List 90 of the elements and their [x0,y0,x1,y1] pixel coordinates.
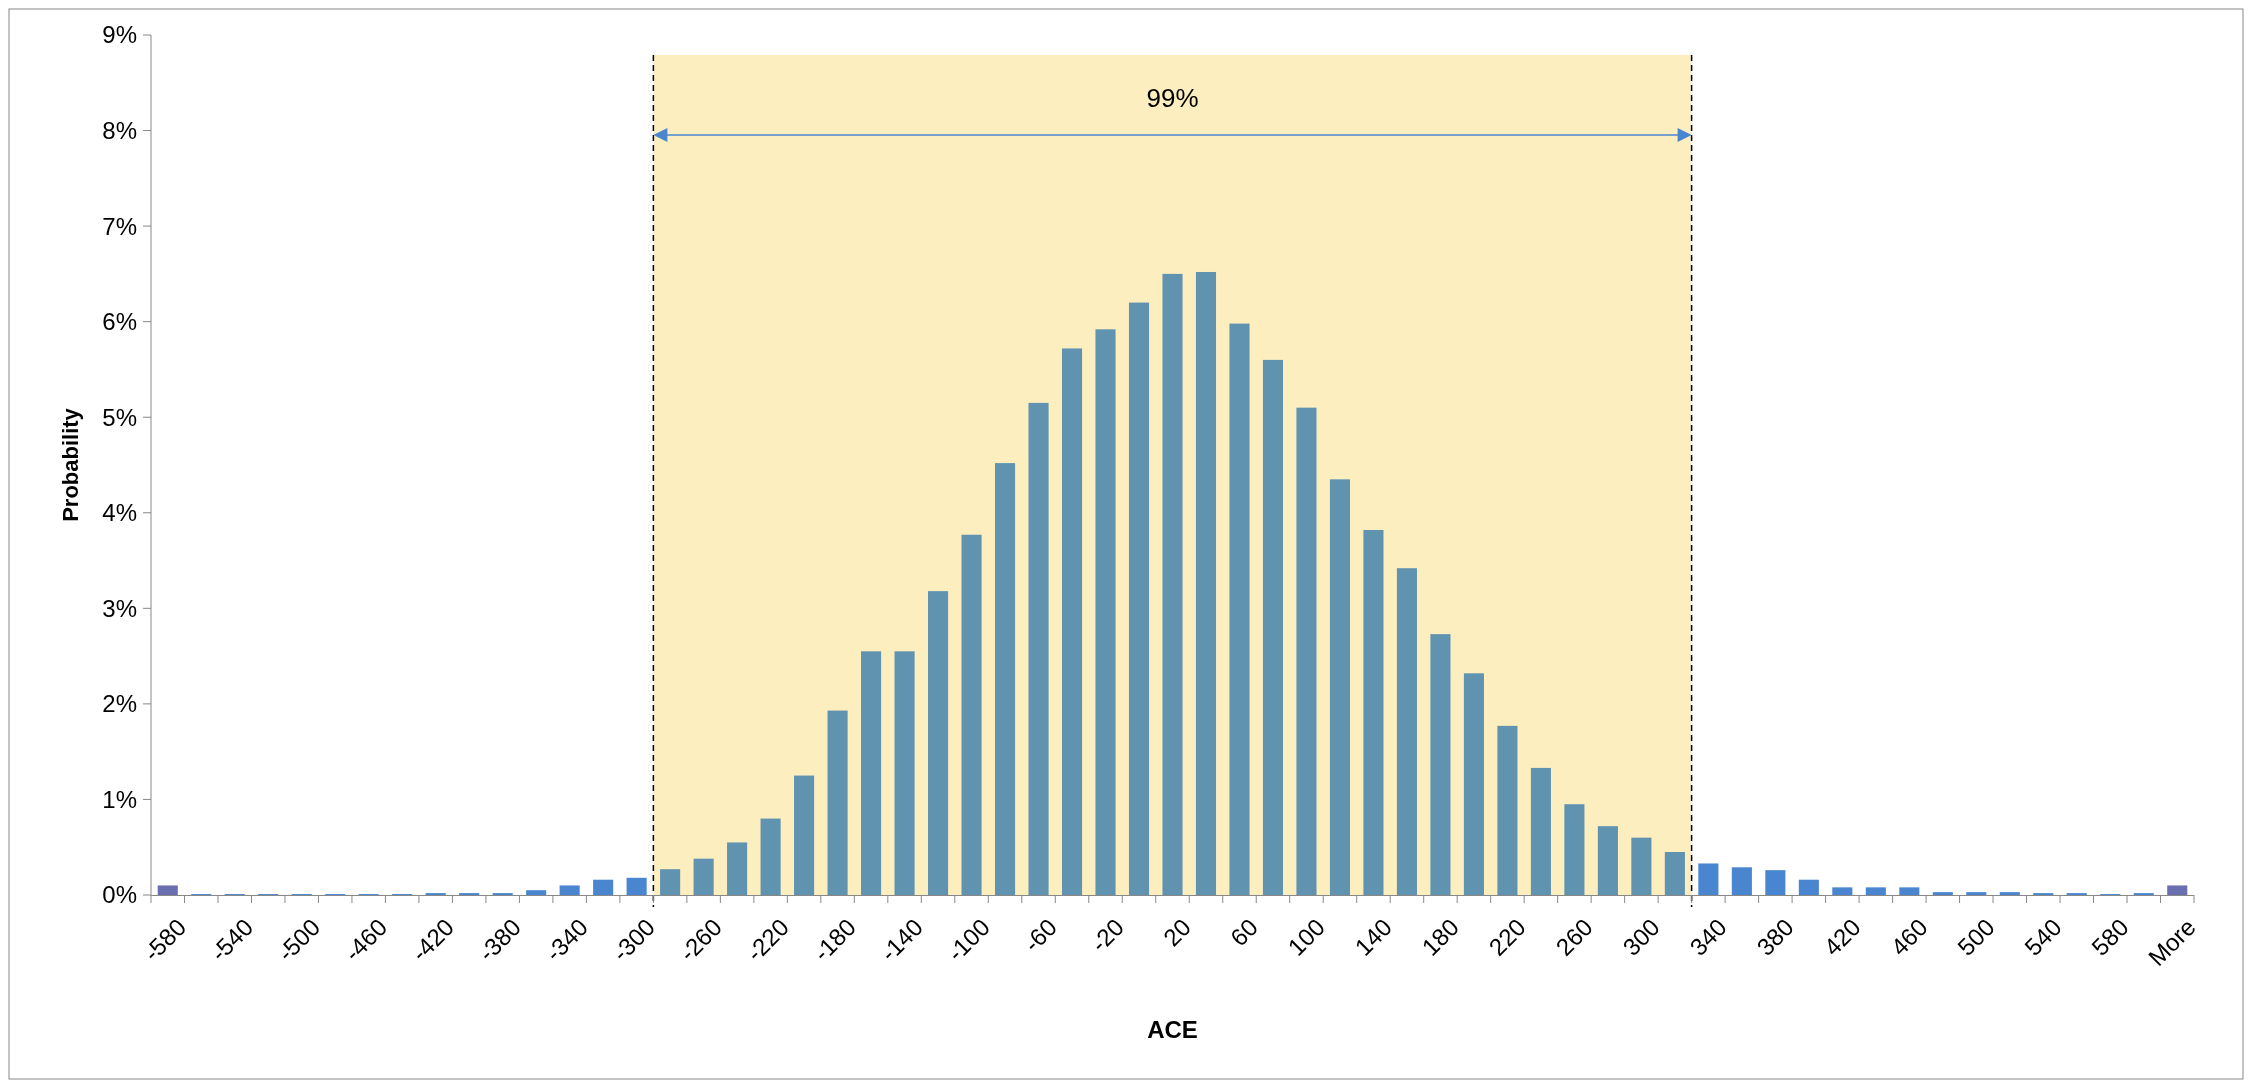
x-tick-label: -220 [740,913,795,967]
x-tick-label: -140 [874,913,928,967]
bar [928,591,949,895]
x-tick-label: -20 [1085,913,1129,957]
bar [526,890,547,895]
bar [593,879,614,895]
bar [559,885,580,895]
y-tick-label: 3% [102,594,137,622]
bar [1095,329,1116,895]
bar [1329,479,1351,895]
bar [157,885,178,895]
bar [727,842,748,895]
bar [1396,568,1417,895]
x-tick-label: 20 [1157,913,1196,952]
y-axis-title: Probability [58,407,83,522]
x-tick-label: -540 [205,913,259,967]
x-tick-label: 580 [2086,913,2134,961]
x-tick-label: -300 [606,913,661,967]
x-tick-label: -500 [272,913,326,967]
bar [1631,837,1652,895]
bar [626,877,647,895]
bar [1966,892,1987,895]
bar [1195,271,1217,895]
x-tick-label: 140 [1349,913,1397,961]
x-tick-label: 420 [1818,913,1866,961]
bar [1128,302,1150,895]
x-tick-label: 500 [1952,913,2000,961]
x-tick-label: 540 [2019,913,2067,961]
bar [1999,892,2020,895]
x-tick-label: 220 [1483,913,1531,961]
bar [693,858,714,895]
y-tick-label: 7% [102,212,137,240]
bar [894,651,915,895]
x-tick-label: 180 [1416,913,1464,961]
bar [660,869,681,895]
bar [1731,867,1752,895]
x-tick-label: -580 [138,913,192,967]
y-tick-label: 1% [102,785,137,813]
x-tick-label: -180 [807,913,861,967]
x-tick-label: 460 [1885,913,1933,961]
bar [1296,407,1317,895]
bar [961,534,982,895]
x-tick-label: 260 [1550,913,1598,961]
y-tick-label: 4% [102,499,137,527]
bar [760,818,781,895]
x-tick-label: -260 [673,913,728,967]
x-tick-label: -340 [540,913,594,967]
bar [1832,887,1853,895]
y-tick-label: 5% [102,403,137,431]
bar [827,710,848,895]
bar [1798,879,1819,895]
x-tick-label: -100 [941,913,995,967]
y-tick-label: 0% [102,881,137,909]
bar [794,775,815,895]
bar [2167,885,2188,895]
bar [1899,887,1920,895]
y-tick-label: 9% [102,21,137,49]
bar [1028,402,1049,895]
x-tick-label: -420 [406,913,460,967]
bar [1430,634,1451,895]
bar [994,463,1016,895]
bar [1162,273,1183,895]
bar [1597,826,1618,895]
bar [1564,804,1585,895]
bar [1229,323,1250,895]
x-tick-label: 60 [1224,913,1263,952]
bar [1664,852,1685,895]
bar [1530,767,1551,895]
bar [1698,863,1719,895]
y-tick-label: 8% [102,116,137,144]
bar [1765,870,1786,895]
x-tick-label: 100 [1282,913,1330,961]
y-tick-label: 6% [102,308,137,336]
bar [1061,348,1083,895]
bar [1363,529,1384,895]
x-tick-label: 380 [1751,913,1799,961]
x-tick-label: -460 [339,913,393,967]
bar [861,651,882,895]
x-tick-label: 300 [1617,913,1665,961]
x-tick-label: 340 [1684,913,1732,961]
bar [1262,359,1284,895]
bar [1865,887,1886,895]
bar [1497,725,1518,895]
bar [1932,892,1953,895]
x-tick-label: -380 [473,913,527,967]
y-tick-label: 2% [102,690,137,718]
x-axis-title: ACE [1147,1016,1198,1043]
band-label: 99% [1146,83,1199,113]
x-tick-label: -60 [1018,913,1062,957]
bar [1463,673,1484,895]
